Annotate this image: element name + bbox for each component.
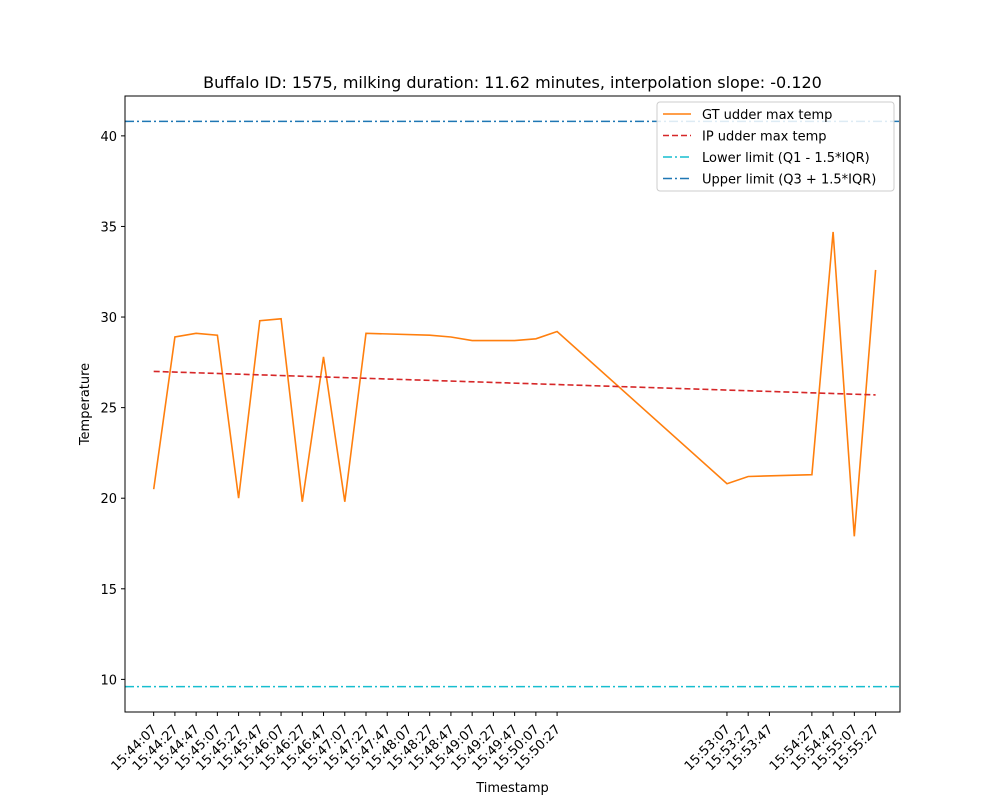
series-line-2 bbox=[153, 370, 876, 396]
x-axis-label: Timestamp bbox=[475, 781, 549, 796]
y-tick-label: 35 bbox=[100, 220, 117, 235]
legend-entry: IP udder max temp bbox=[702, 130, 827, 145]
legend-entry: Upper limit (Q3 + 1.5*IQR) bbox=[702, 173, 876, 188]
y-tick-label: 30 bbox=[100, 311, 117, 326]
legend: GT udder max temp IP udder max temp Lower … bbox=[656, 101, 895, 192]
legend-entry: Lower limit (Q1 - 1.5*IQR) bbox=[702, 151, 870, 166]
legend-box bbox=[656, 101, 895, 192]
y-axis-label: Temperature bbox=[78, 363, 93, 446]
y-tick-label: 40 bbox=[100, 130, 117, 145]
x-axis: 15:44:0715:44:2715:44:4715:45:0715:45:27… bbox=[109, 712, 882, 774]
y-tick-label: 25 bbox=[100, 402, 117, 417]
plot-area bbox=[125, 120, 900, 688]
series-line-1 bbox=[152, 231, 877, 537]
y-tick-label: 20 bbox=[100, 492, 117, 507]
chart-title: Buffalo ID: 1575, milking duration: 11.6… bbox=[203, 73, 822, 92]
plot-frame bbox=[124, 95, 901, 713]
y-axis: 10 15 20 25 30 35 40 bbox=[100, 130, 125, 688]
legend-entry: GT udder max temp bbox=[702, 108, 832, 123]
y-tick-label: 10 bbox=[100, 673, 117, 688]
y-tick-label: 15 bbox=[100, 583, 117, 598]
